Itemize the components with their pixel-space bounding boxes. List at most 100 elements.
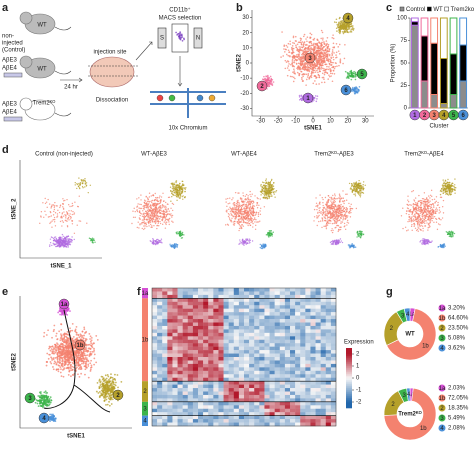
cell-dot [354,195,357,197]
cell-dot [325,214,328,217]
cell-dot [433,198,436,200]
cell-dot [443,181,445,183]
cell-dot [445,190,447,193]
cell-dot [139,214,141,217]
cell-dot [70,238,73,241]
cell-dot [242,192,244,194]
cell-dot [329,58,331,61]
label: (Control) [2,48,25,54]
cell-dot [142,215,145,218]
cell-dot [269,233,271,236]
cell-dot [175,245,178,247]
cell-dot [263,246,266,248]
cell-dot [292,71,294,74]
cell-dot [250,221,252,224]
cell-dot [165,207,167,209]
cell-dot [261,190,264,192]
cell-dot [413,224,416,226]
label: 10x Chromium [168,126,207,132]
bead [196,94,204,102]
cell-dot [336,215,338,217]
cell-dot [313,39,315,41]
cell-dot [63,200,65,202]
cell-dot [439,224,441,226]
cell-dot [151,201,153,204]
cell-dot [337,242,340,245]
cell-dot [432,215,434,217]
cell-dot [332,46,334,49]
cell-dot [331,202,333,204]
cell-dot [260,194,262,196]
cell-dot [246,197,249,199]
cell-dot [296,43,299,46]
cell-dot [139,224,141,226]
cell-dot [49,244,51,246]
cell-dot [160,196,163,198]
cell-dot [327,50,330,53]
cell-dot [320,37,322,40]
cell-dot [442,179,444,181]
cell-dot [349,205,351,208]
cell-dot [417,224,419,226]
cell-dot [350,28,352,30]
cell-dot [154,202,157,205]
cell-dot [287,49,290,52]
cell-dot [269,187,271,190]
cell-dot [265,196,267,198]
cell-dot [247,221,249,224]
cell-dot [314,95,317,97]
cell-dot [140,194,142,196]
cell-dot [227,203,229,205]
cell-dot [143,228,145,231]
cell-dot [287,54,290,57]
cell-dot [252,200,254,202]
cell-dot [336,30,338,32]
cell-dot [255,211,258,214]
cell-dot [298,72,300,75]
cell-dot [326,53,328,56]
cell-dot [319,49,322,51]
cell-dot [172,187,175,189]
subplot-title: Trem2ᴷᴼ-AβE3 [314,151,354,158]
cell-dot [352,188,355,190]
cell-dot [227,215,230,218]
cell-dot [419,225,421,228]
cell-dot [65,215,67,217]
label: 24 hr [64,85,78,91]
cell-dot [332,56,335,59]
cell-dot [429,225,431,228]
cell-dot [426,209,428,212]
cell-dot [273,193,275,195]
cell-dot [166,213,169,215]
cell-dot [293,72,296,74]
cell-dot [245,221,247,224]
cell-dot [232,203,234,205]
cell-dot [243,208,245,210]
cell-dot [179,185,181,187]
cell-dot [423,192,426,194]
cell-dot [177,32,180,35]
cell-dot [184,187,186,189]
cell-dot [417,217,419,219]
cell-dot [157,210,159,212]
cell-dot [411,220,413,222]
cell-dot [323,216,325,218]
cell-dot [411,190,413,193]
cell-dot [252,226,254,228]
y-axis-label: tSNE2 [237,54,243,72]
cell-dot [268,85,271,88]
cell-dot [335,213,338,215]
cell-dot [332,229,334,232]
cell-dot [264,186,267,188]
cell-dot [346,193,348,195]
cell-dot [409,211,412,213]
cell-dot [151,209,153,212]
cell-dot [355,190,357,193]
cell-dot [146,202,148,205]
cell-dot [319,194,321,196]
mouse-tail [54,112,72,117]
cell-dot [320,29,323,32]
cell-dot [431,198,434,201]
cell-dot [148,210,150,212]
